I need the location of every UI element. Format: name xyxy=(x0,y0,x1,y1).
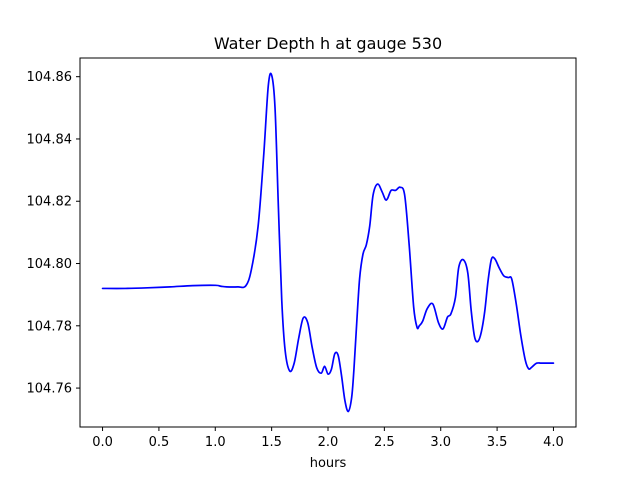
y-tick-label: 104.78 xyxy=(27,319,73,334)
ticks-layer: 0.0 0.5 1.0 1.5 2.0 2.5 3.0 3.5 4.0 104.76 104.78 1… xyxy=(27,70,564,450)
x-tick-label: 0.5 xyxy=(149,435,170,450)
x-tick-label: 0.0 xyxy=(92,435,113,450)
series-line xyxy=(101,72,555,413)
x-tick-label: 1.0 xyxy=(205,435,226,450)
x-tick-label: 4.0 xyxy=(543,435,564,450)
x-tick-label: 2.0 xyxy=(318,435,339,450)
x-tick-label: 3.0 xyxy=(430,435,451,450)
chart-title: Water Depth h at gauge 530 xyxy=(214,34,442,53)
x-tick-label: 1.5 xyxy=(261,435,282,450)
axes-frame xyxy=(79,57,577,428)
y-tick-label: 104.76 xyxy=(27,382,73,397)
x-tick-label: 3.5 xyxy=(487,435,508,450)
y-tick-label: 104.82 xyxy=(27,195,73,210)
x-axis-title: hours xyxy=(310,456,347,471)
y-tick-label: 104.86 xyxy=(27,70,73,85)
x-tick-label: 2.5 xyxy=(374,435,395,450)
series-layer xyxy=(101,72,555,413)
y-tick-label: 104.80 xyxy=(27,257,73,272)
y-tick-label: 104.84 xyxy=(27,132,73,147)
